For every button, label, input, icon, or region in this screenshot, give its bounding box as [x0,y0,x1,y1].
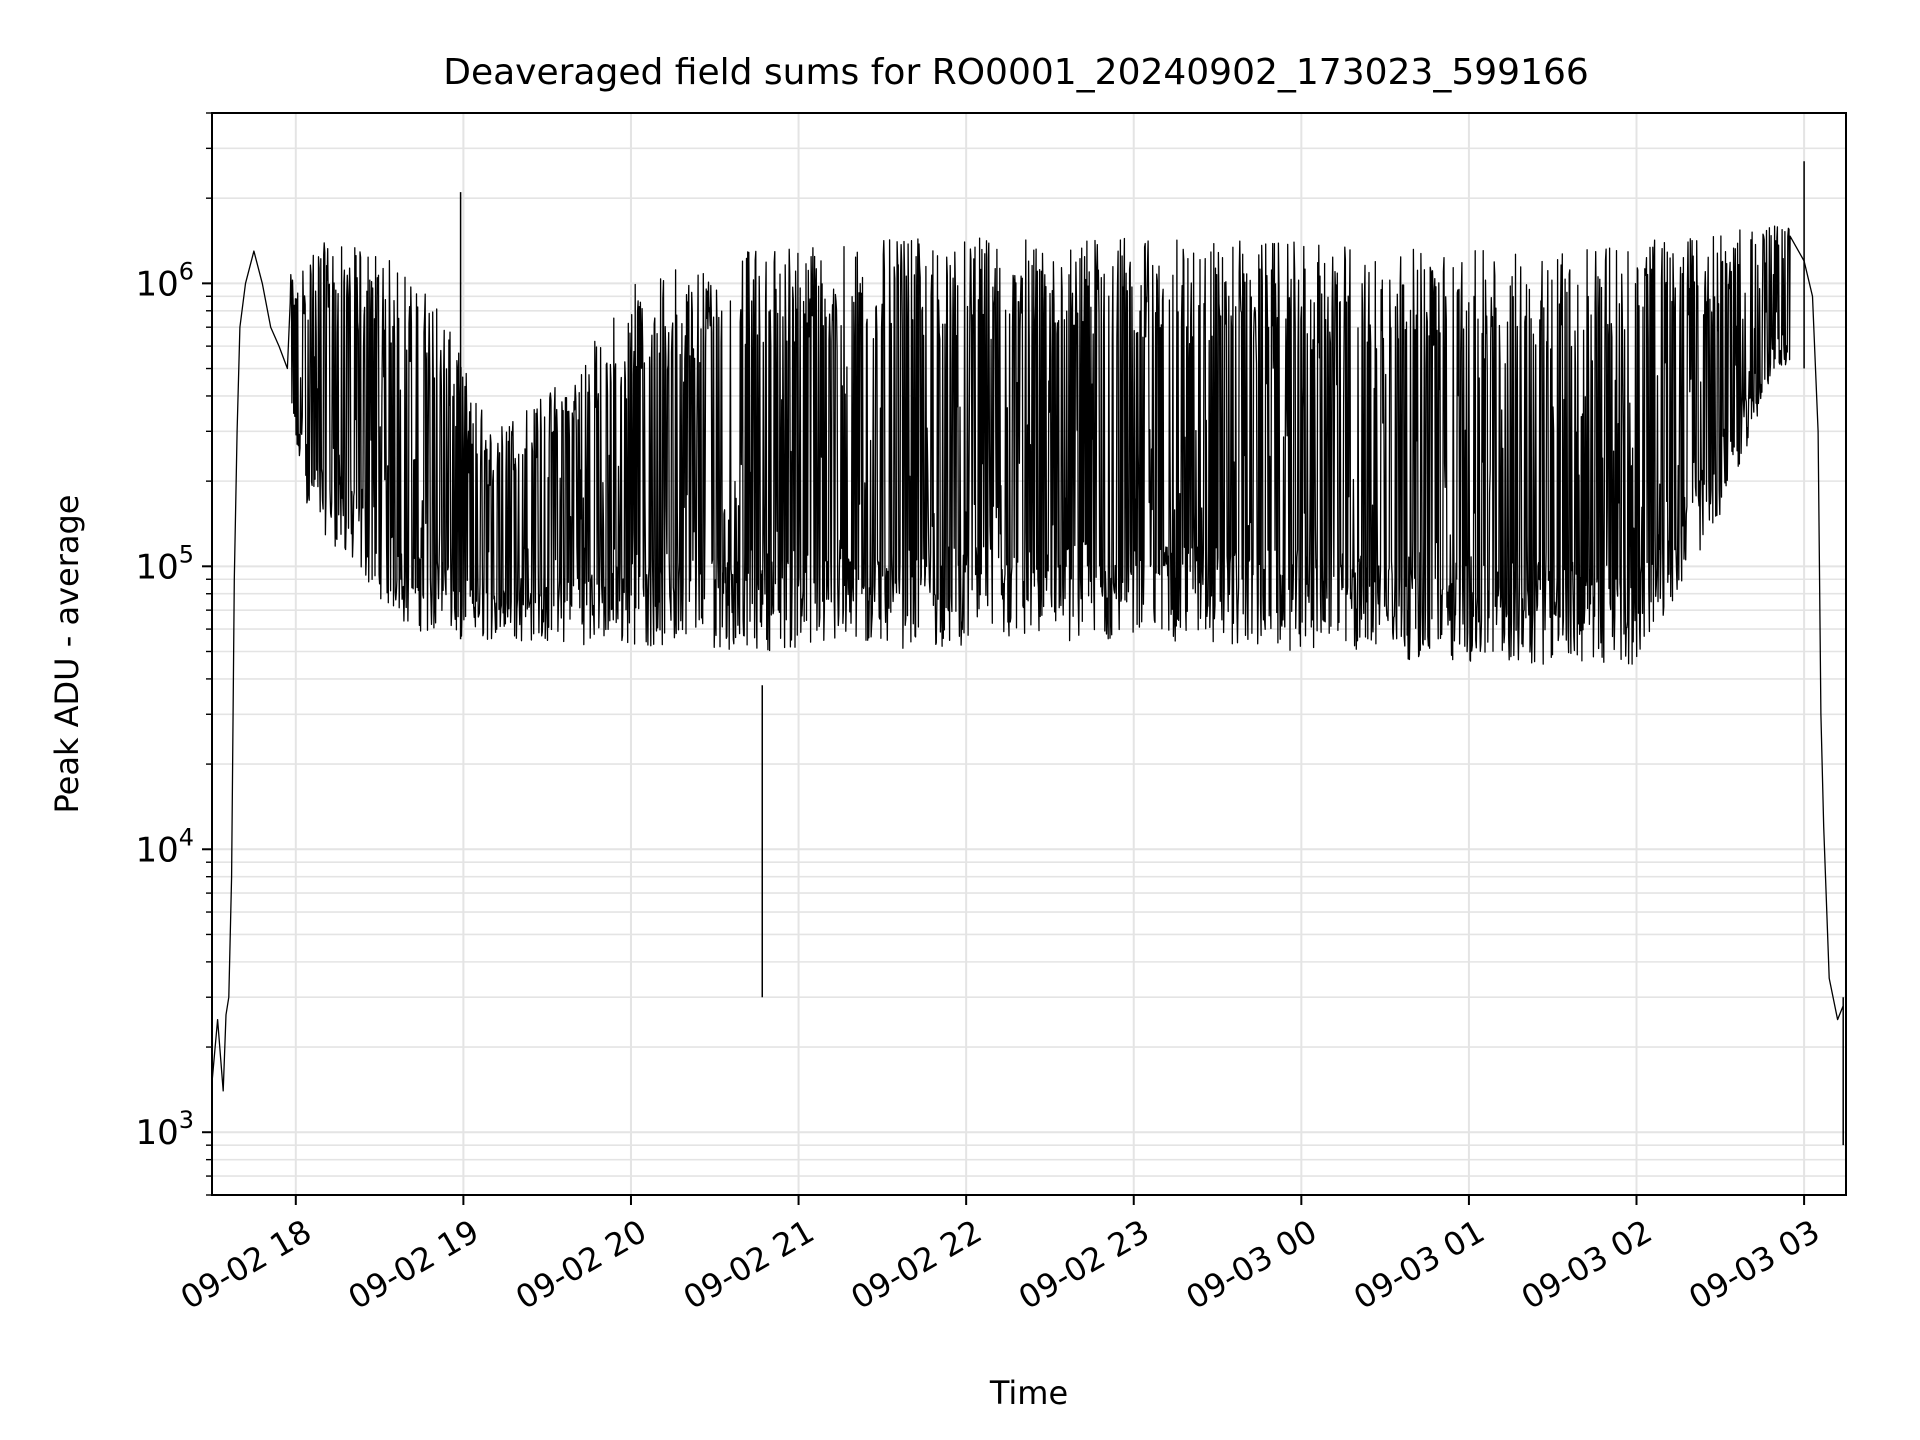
y-axis-label: Peak ADU - average [48,495,86,814]
plot-frame [211,112,1847,1196]
x-axis-label: Time [989,1374,1068,1412]
x-tick-label: 09-03 00 [1180,1212,1324,1317]
x-axis: 09-02 18 09-02 19 09-02 20 09-02 21 09-02 22… [174,1195,1826,1317]
y-tick-label: 104 [135,823,194,870]
x-tick-label: 09-02 21 [677,1212,821,1317]
x-tick-label: 09-03 03 [1682,1212,1826,1317]
y-tick-label: 103 [135,1106,194,1153]
x-tick-label: 09-02 23 [1012,1212,1156,1317]
x-tick-label: 09-02 18 [174,1212,318,1317]
y-tick-label: 106 [135,257,194,304]
x-tick-label: 09-03 02 [1515,1212,1659,1317]
chart-title: Deaveraged field sums for RO0001_2024090… [443,52,1589,93]
series-line [211,225,1844,1092]
x-tick-label: 09-02 20 [509,1212,653,1317]
x-tick-label: 09-02 22 [844,1212,988,1317]
y-tick-label: 105 [135,540,194,587]
plot-area [211,161,1844,1146]
x-tick-label: 09-03 01 [1347,1212,1491,1317]
x-tick-label: 09-02 19 [342,1212,486,1317]
y-axis: 103 104 105 106 [135,112,212,1196]
